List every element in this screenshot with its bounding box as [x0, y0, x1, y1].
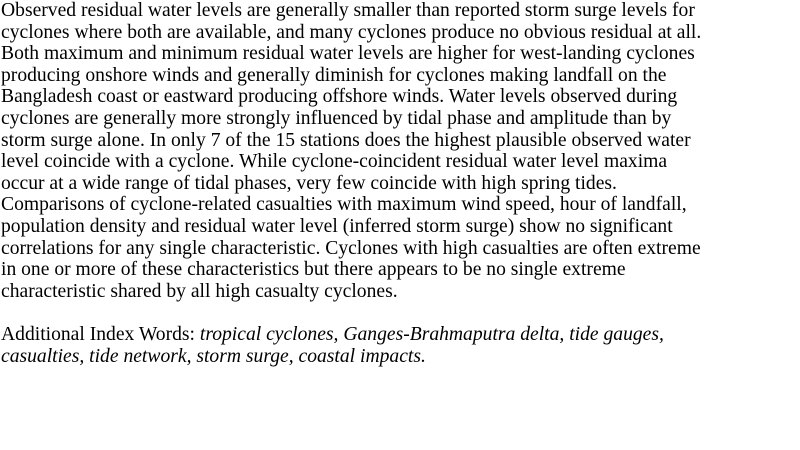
abstract-line: characteristic shared by all high casual… [1, 280, 398, 302]
index-words-line-1: Additional Index Words: tropical cyclone… [1, 324, 800, 346]
abstract-line: storm surge alone. In only 7 of the 15 s… [1, 129, 691, 151]
abstract-line: Both maximum and minimum residual water … [1, 43, 695, 65]
index-words-section: Additional Index Words: tropical cyclone… [1, 324, 800, 367]
abstract-line: cyclones where both are available, and m… [1, 21, 702, 43]
abstract-line: level coincide with a cyclone. While cyc… [1, 151, 668, 173]
abstract-line: in one or more of these characteristics … [1, 259, 626, 281]
index-words-keywords-1: tropical cyclones, Ganges-Brahmaputra de… [199, 323, 664, 345]
index-words-label: Additional Index Words: [1, 323, 200, 345]
abstract-line: Observed residual water levels are gener… [1, 0, 695, 21]
abstract-line: population density and residual water le… [1, 215, 673, 237]
abstract-line: correlations for any single characterist… [1, 237, 701, 259]
paper-page: Observed residual water levels are gener… [1, 0, 800, 367]
abstract-line: Bangladesh coast or eastward producing o… [1, 86, 678, 108]
abstract-paragraph: Observed residual water levels are gener… [1, 0, 800, 302]
paragraph-spacer [1, 302, 800, 324]
abstract-line: Comparisons of cyclone-related casualtie… [1, 194, 687, 216]
index-words-keywords-2: casualties, tide network, storm surge, c… [1, 345, 426, 367]
abstract-line: occur at a wide range of tidal phases, v… [1, 172, 617, 194]
abstract-line: cyclones are generally more strongly inf… [1, 107, 672, 129]
abstract-line: producing onshore winds and generally di… [1, 64, 667, 86]
